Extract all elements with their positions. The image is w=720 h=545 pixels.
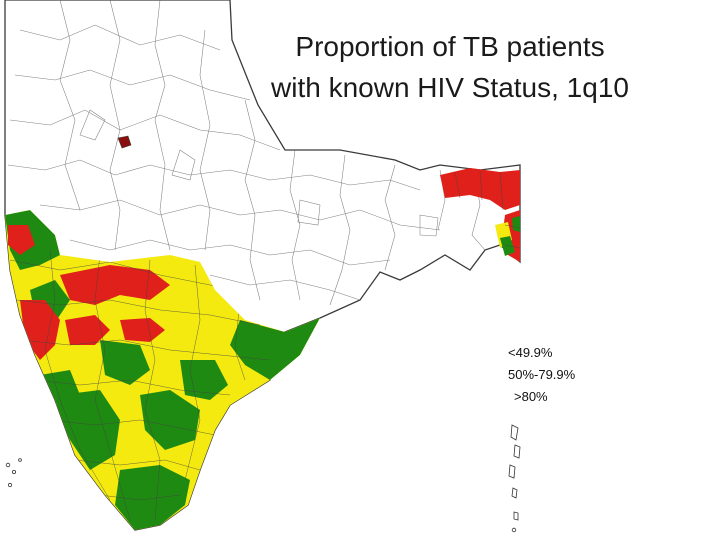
region-low-d	[120, 318, 165, 342]
map-title: Proportion of TB patients with known HIV…	[230, 26, 670, 108]
region-high-south-c	[140, 390, 200, 450]
ne-high-a	[500, 236, 515, 256]
region-high-south-d	[115, 465, 190, 530]
region-high-south-a	[100, 340, 150, 385]
region-low-e	[8, 225, 35, 255]
title-line-1: Proportion of TB patients	[295, 31, 605, 62]
legend-item-high: >80%	[514, 389, 548, 404]
legend-item-low: <49.9%	[508, 345, 553, 360]
region-high-south-e	[180, 360, 228, 400]
region-high-east-coast	[230, 318, 320, 380]
district-boundaries	[7, 0, 486, 306]
region-low-a	[60, 265, 170, 305]
legend: <49.9% 50%-79.9% >80%	[508, 342, 628, 408]
region-low-c	[65, 315, 110, 345]
region-high-south-b	[55, 390, 120, 470]
legend-item-medium: 50%-79.9%	[508, 367, 576, 382]
north-east-region	[440, 168, 521, 262]
title-line-2: with known HIV Status, 1q10	[271, 72, 629, 103]
lakshadweep-islands	[5, 458, 22, 488]
ne-low-band	[440, 168, 520, 210]
andaman-islands	[508, 424, 521, 533]
delhi-marker	[117, 135, 132, 149]
ne-high-b	[512, 216, 520, 232]
